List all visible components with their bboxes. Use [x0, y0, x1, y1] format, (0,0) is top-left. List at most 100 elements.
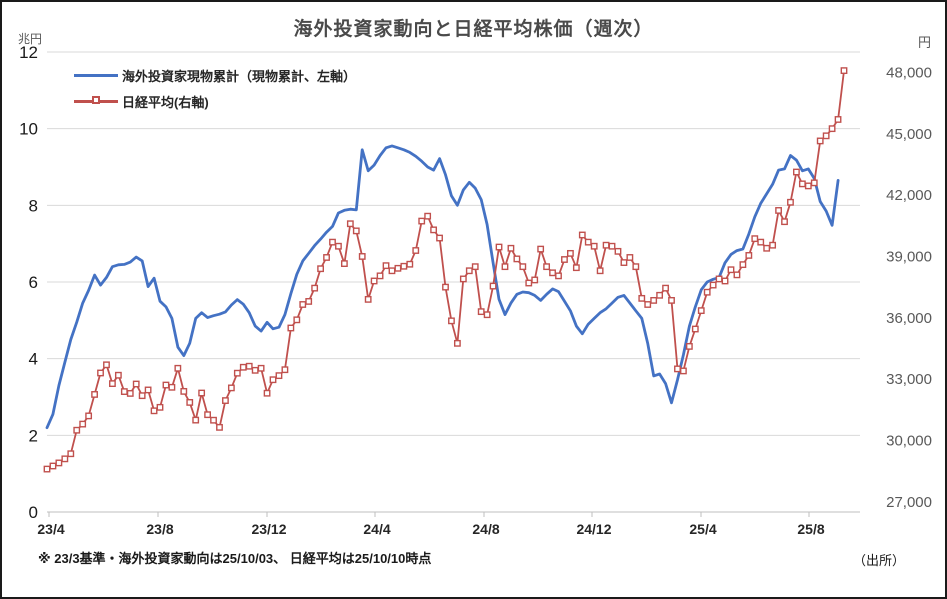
- nikkei-marker: [733, 271, 741, 279]
- nikkei-marker: [804, 182, 812, 190]
- right-axis-tick-label: 42,000: [886, 187, 932, 204]
- legend: 海外投資家現物累計（現物累計、左軸） 日経平均(右軸): [74, 62, 356, 114]
- nikkei-marker: [662, 284, 669, 292]
- nikkei-marker: [751, 235, 759, 243]
- nikkei-marker: [406, 260, 414, 268]
- nikkei-marker: [370, 277, 378, 285]
- nikkei-marker: [572, 264, 580, 272]
- nikkei-marker: [489, 282, 497, 290]
- nikkei-marker: [465, 267, 473, 275]
- right-axis-tick-label: 33,000: [886, 371, 932, 388]
- nikkei-marker: [174, 364, 182, 372]
- left-axis-tick-label: 2: [29, 426, 38, 445]
- right-axis-tick-label: 30,000: [886, 432, 932, 449]
- x-axis-tick-label: 25/8: [797, 521, 824, 537]
- nikkei-marker: [227, 384, 235, 392]
- nikkei-marker: [644, 301, 652, 308]
- chart-title: 海外投資家動向と日経平均株価（週次）: [293, 19, 654, 40]
- right-axis-unit-label: 円: [917, 35, 931, 50]
- nikkei-marker: [263, 389, 271, 397]
- nikkei-marker: [816, 137, 824, 145]
- nikkei-marker: [394, 264, 402, 272]
- nikkei-marker: [269, 376, 277, 384]
- nikkei-marker: [281, 366, 289, 374]
- x-axis-tick-label: 23/4: [37, 521, 64, 537]
- nikkei-marker: [448, 317, 455, 325]
- nikkei-marker: [555, 272, 562, 280]
- nikkei-marker: [79, 420, 87, 428]
- x-axis-tick-label: 23/12: [251, 521, 286, 537]
- nikkei-marker: [430, 226, 438, 234]
- nikkei-marker: [287, 324, 295, 332]
- nikkei-marker: [626, 254, 634, 261]
- nikkei-marker: [245, 362, 253, 370]
- nikkei-marker: [382, 262, 390, 270]
- nikkei-marker: [691, 325, 699, 333]
- nikkei-marker: [614, 247, 622, 255]
- left-axis-tick-label: 0: [29, 503, 38, 522]
- left-axis-tick-label: 4: [29, 350, 38, 369]
- nikkei-marker: [210, 416, 217, 424]
- nikkei-marker: [561, 256, 568, 263]
- nikkei-marker: [483, 311, 491, 319]
- nikkei-marker: [192, 416, 200, 424]
- foreign-investors-line: [45, 144, 840, 430]
- nikkei-marker: [757, 238, 765, 246]
- nikkei-marker: [388, 267, 396, 275]
- nikkei-marker: [519, 263, 527, 271]
- nikkei-marker: [680, 367, 687, 375]
- left-axis-tick-label: 12: [19, 43, 38, 62]
- nikkei-marker: [602, 241, 610, 249]
- x-axis-tick-label: 24/8: [472, 521, 499, 537]
- open-square-marker-icon: [92, 96, 100, 104]
- nikkei-marker: [442, 283, 449, 291]
- nikkei-marker: [578, 231, 586, 239]
- nikkei-marker: [329, 238, 336, 246]
- legend-item-foreign-investors: 海外投資家現物累計（現物累計、左軸）: [74, 62, 356, 88]
- nikkei-marker: [793, 168, 800, 176]
- nikkei-marker: [61, 455, 69, 463]
- nikkei-marker: [453, 339, 461, 347]
- nikkei-marker: [418, 217, 426, 225]
- nikkei-marker: [126, 390, 134, 397]
- right-axis-tick-label: 45,000: [886, 126, 932, 143]
- nikkei-marker: [525, 279, 533, 287]
- nikkei-marker: [346, 220, 354, 228]
- nikkei-marker: [834, 116, 842, 123]
- x-axis-tick-label: 24/12: [576, 521, 611, 537]
- nikkei-marker: [436, 234, 443, 242]
- nikkei-marker: [543, 263, 551, 271]
- nikkei-marker: [85, 412, 93, 420]
- nikkei-marker: [763, 244, 771, 252]
- nikkei-marker: [638, 294, 646, 302]
- legend-swatch-red-line-marker: [74, 94, 118, 108]
- nikkei-marker: [233, 369, 241, 377]
- nikkei-marker: [495, 243, 503, 251]
- nikkei-marker: [400, 262, 408, 270]
- nikkei-marker: [305, 298, 313, 305]
- nikkei-marker: [507, 244, 515, 252]
- nikkei-marker: [674, 365, 681, 373]
- nikkei-marker: [156, 403, 164, 411]
- nikkei-marker: [769, 241, 777, 249]
- nikkei-marker: [340, 260, 348, 267]
- nikkei-marker: [275, 372, 283, 380]
- nikkei-marker: [608, 242, 616, 250]
- nikkei-marker: [180, 387, 188, 395]
- nikkei-marker: [198, 389, 206, 397]
- nikkei-marker: [91, 391, 98, 398]
- nikkei-marker: [477, 308, 485, 316]
- right-axis-tick-label: 39,000: [886, 248, 932, 265]
- nikkei-marker: [216, 423, 223, 431]
- nikkei-marker: [144, 386, 152, 394]
- nikkei-marker: [114, 371, 122, 379]
- right-axis-tick-label: 36,000: [886, 310, 932, 327]
- nikkei-marker: [709, 281, 717, 289]
- legend-label-nikkei: 日経平均(右軸): [122, 94, 209, 110]
- nikkei-marker: [715, 275, 723, 283]
- nikkei-marker: [745, 252, 753, 259]
- nikkei-marker: [584, 238, 592, 246]
- nikkei-marker: [537, 245, 545, 253]
